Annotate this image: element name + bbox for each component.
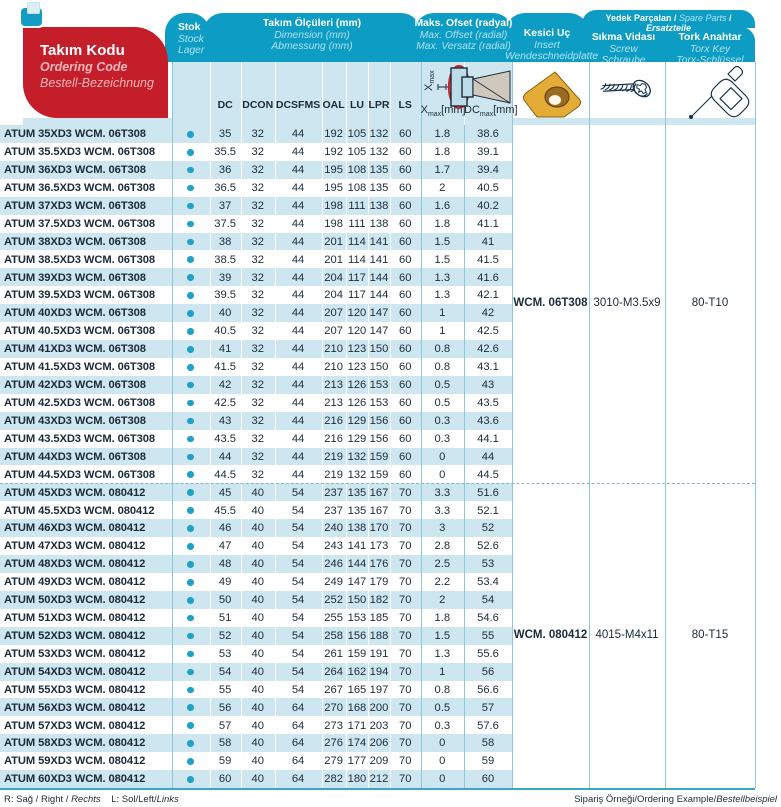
- svg-text:Xmax: Xmax: [423, 70, 436, 91]
